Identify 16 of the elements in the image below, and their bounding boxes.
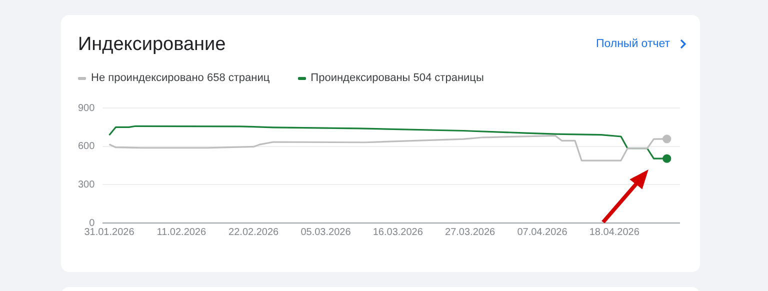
x-tick-label: 05.03.2026 xyxy=(300,226,352,238)
y-tick-label: 0 xyxy=(89,218,96,229)
text: Полный отчет xyxy=(596,38,670,50)
legend-label: Не проиндексировано 658 страниц xyxy=(91,72,270,84)
chart-title: Индексирование xyxy=(78,34,226,56)
x-tick-label: 27.03.2026 xyxy=(445,226,496,238)
x-tick-label: 31.01.2026 xyxy=(84,226,135,238)
x-tick-label: 18.04.2026 xyxy=(589,226,640,238)
x-tick-label: 11.02.2026 xyxy=(156,226,206,238)
x-tick-label: 16.03.2026 xyxy=(372,226,424,238)
legend-label: Проиндексированы 504 страницы xyxy=(310,72,484,84)
y-tick-label: 300 xyxy=(78,179,96,190)
x-tick-label: 07.04.2026 xyxy=(517,226,568,238)
y-tick-label: 900 xyxy=(78,102,96,114)
y-tick-label: 600 xyxy=(78,141,96,152)
x-tick-label: 22.02.2026 xyxy=(228,226,280,238)
